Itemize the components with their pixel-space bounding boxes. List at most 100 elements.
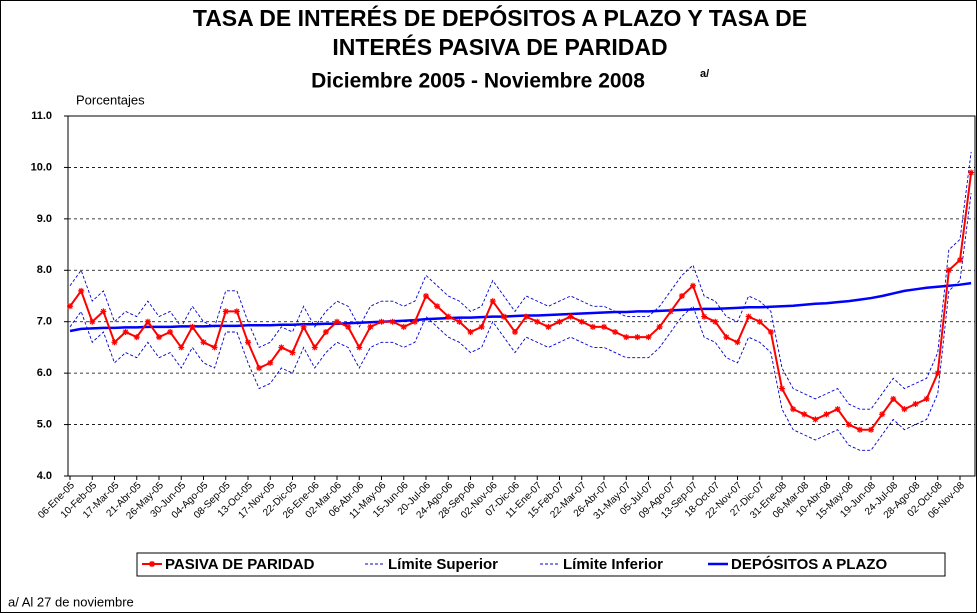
marker	[111, 339, 118, 346]
marker	[912, 401, 919, 407]
marker	[100, 308, 107, 315]
marker	[645, 334, 652, 341]
marker	[200, 339, 207, 346]
y-tick-label: 8.0	[37, 264, 52, 276]
footnote: a/ Al 27 de noviembre	[8, 594, 134, 609]
marker	[167, 329, 174, 335]
marker	[923, 395, 930, 402]
marker	[834, 406, 841, 413]
marker	[856, 426, 863, 433]
subtitle-note: a/	[700, 68, 709, 80]
y-tick-label: 5.0	[37, 418, 52, 430]
marker	[589, 323, 596, 330]
marker	[756, 318, 763, 325]
marker	[945, 267, 952, 274]
marker	[411, 318, 418, 325]
legend-box	[136, 552, 946, 577]
marker	[545, 323, 552, 330]
chart-subtitle: Diciembre 2005 - Noviembre 2008	[311, 70, 645, 93]
marker	[300, 323, 307, 330]
marker	[734, 339, 741, 346]
marker	[612, 329, 619, 335]
y-tick-label: 7.0	[37, 316, 52, 328]
marker	[968, 169, 975, 176]
series-line	[69, 281, 972, 333]
marker	[178, 344, 185, 351]
marker	[434, 303, 441, 310]
marker	[500, 313, 507, 320]
marker	[400, 323, 407, 330]
marker	[656, 323, 663, 330]
legend-marker	[149, 561, 155, 567]
marker	[868, 426, 874, 433]
marker	[567, 313, 574, 320]
marker	[445, 313, 452, 320]
legend-label: PASIVA DE PARIDAD	[165, 556, 315, 573]
marker	[745, 313, 752, 320]
marker	[245, 339, 251, 346]
marker	[845, 421, 852, 428]
marker	[701, 313, 708, 320]
marker	[712, 318, 719, 325]
series-line	[69, 172, 973, 431]
marker	[322, 329, 329, 335]
marker	[378, 318, 385, 325]
legend-label: DEPÓSITOS A PLAZO	[731, 555, 887, 573]
marker	[879, 411, 886, 418]
marker	[957, 257, 963, 263]
marker	[578, 318, 585, 325]
marker	[89, 318, 96, 325]
marker	[523, 313, 530, 320]
marker	[311, 344, 318, 351]
marker	[289, 349, 296, 356]
marker	[790, 406, 797, 413]
marker	[489, 298, 496, 305]
marker	[678, 293, 685, 299]
marker	[367, 323, 374, 330]
marker	[723, 334, 730, 341]
marker	[623, 334, 630, 341]
legend-label: Límite Inferior	[563, 556, 663, 573]
marker	[256, 365, 263, 371]
marker	[78, 287, 85, 294]
marker	[233, 308, 240, 315]
marker	[423, 293, 429, 299]
marker	[779, 385, 785, 392]
marker	[156, 334, 162, 341]
marker	[67, 303, 73, 310]
marker	[601, 323, 607, 330]
marker	[812, 416, 819, 423]
y-tick-label: 9.0	[37, 213, 52, 225]
marker	[690, 282, 696, 289]
y-axis-label: Porcentajes	[76, 92, 145, 107]
marker	[534, 318, 541, 325]
marker	[767, 329, 774, 335]
marker	[456, 318, 463, 325]
marker	[133, 334, 140, 341]
chart-title: TASA DE INTERÉS DE DEPÓSITOS A PLAZO Y T…	[193, 4, 807, 31]
series-line	[69, 193, 972, 451]
marker	[267, 359, 274, 366]
marker	[667, 308, 674, 315]
marker	[890, 395, 897, 402]
legend-label: Límite Superior	[388, 556, 498, 573]
marker	[478, 323, 485, 330]
marker	[144, 318, 151, 325]
marker	[189, 323, 196, 330]
marker	[823, 411, 830, 418]
marker	[345, 323, 352, 330]
marker	[901, 406, 908, 413]
marker	[556, 318, 563, 325]
plot-area	[67, 115, 976, 477]
marker	[634, 334, 641, 341]
marker	[389, 318, 396, 325]
series-line	[69, 151, 972, 410]
marker	[334, 318, 340, 325]
marker	[934, 370, 941, 377]
marker	[122, 329, 129, 335]
marker	[356, 344, 363, 351]
y-tick-label: 6.0	[37, 367, 52, 379]
y-tick-label: 4.0	[37, 470, 52, 482]
